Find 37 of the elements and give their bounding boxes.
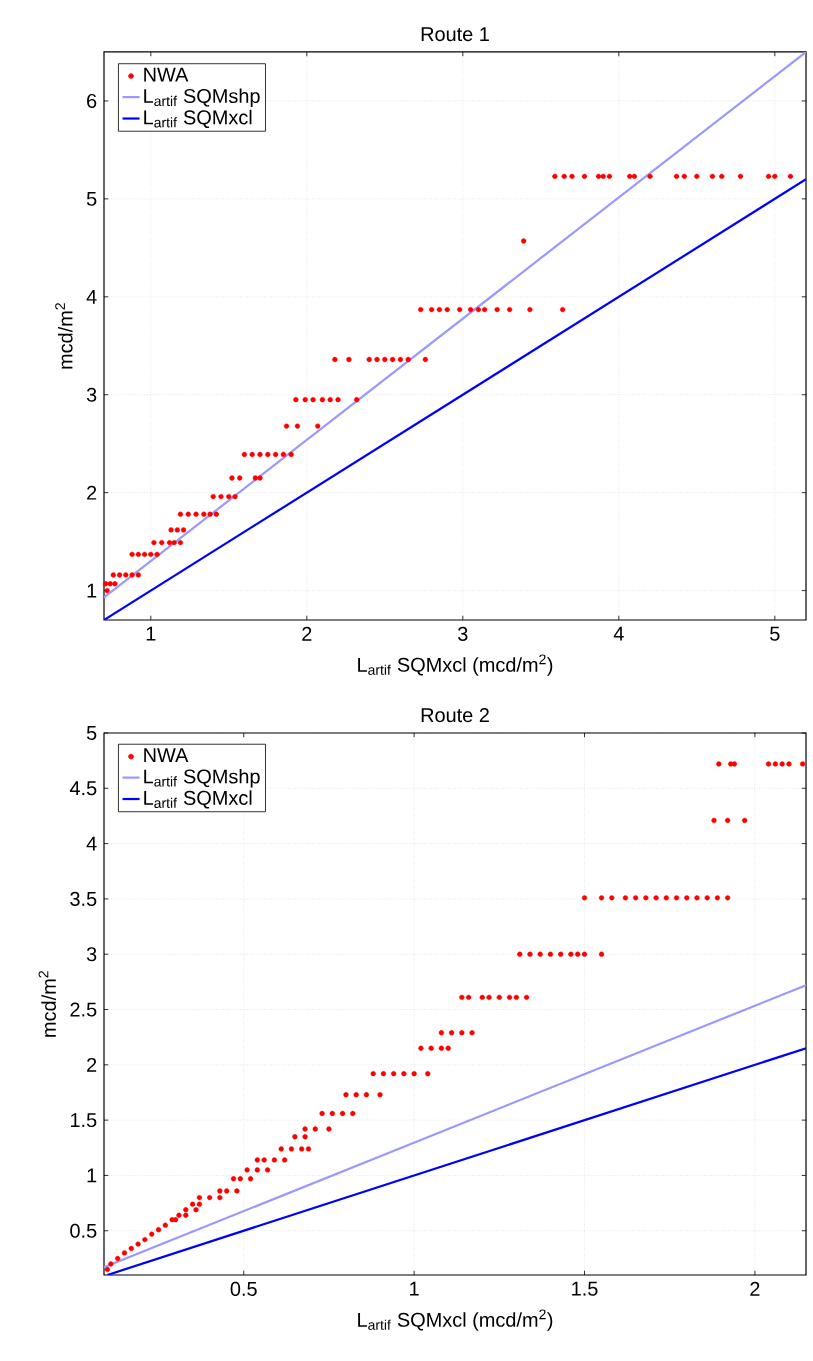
x-tick-label: 3 bbox=[458, 626, 468, 641]
y-tick-label: 5 bbox=[86, 191, 97, 206]
legend-label: L$_{artif}$ SQMshp bbox=[144, 88, 260, 107]
x-axis-title: L$_{artif}$ SQMxcl (mcd/m$^{2}$) bbox=[358, 1309, 553, 1331]
x-axis-title: L$_{artif}$ SQMxcl (mcd/m$^{2}$) bbox=[358, 654, 553, 676]
x-tick-label: 1 bbox=[410, 1281, 419, 1296]
legend-label: L$_{artif}$ SQMxcl bbox=[144, 790, 252, 809]
y-tick-label: 2 bbox=[87, 485, 97, 500]
y-tick-label: 0.5 bbox=[70, 1223, 97, 1238]
x-tick-label: 4 bbox=[613, 626, 624, 641]
y-tick-label: 4.5 bbox=[69, 781, 97, 796]
x-tick-label: 1.5 bbox=[572, 1281, 598, 1296]
y-axis-title: mcd/m$^{2}$ bbox=[55, 303, 73, 369]
x-tick-label: 0.5 bbox=[230, 1281, 257, 1296]
y-tick-label: 4 bbox=[86, 836, 97, 851]
y-tick-label: 1 bbox=[87, 583, 97, 598]
y-tick-label: 2.5 bbox=[70, 1002, 97, 1017]
y-tick-label: 3.5 bbox=[70, 891, 97, 906]
y-tick-label: 3 bbox=[86, 947, 97, 962]
y-tick-label: 3 bbox=[86, 387, 97, 402]
y-axis-title: mcd/m$^{2}$ bbox=[38, 971, 56, 1037]
legend-label: NWA bbox=[144, 67, 189, 82]
x-tick-label: 2 bbox=[302, 626, 312, 641]
y-tick-label: 1 bbox=[87, 1168, 97, 1183]
y-tick-label: 5 bbox=[86, 726, 97, 740]
y-tick-label: 6 bbox=[87, 93, 97, 108]
legend-label: L$_{artif}$ SQMshp bbox=[144, 768, 260, 788]
chart-title: Route 1 bbox=[421, 27, 489, 42]
chart-title: Route 2 bbox=[421, 708, 489, 723]
y-tick-label: 4 bbox=[86, 289, 97, 304]
y-tick-label: 2 bbox=[87, 1057, 97, 1072]
x-tick-label: 1 bbox=[146, 626, 156, 641]
legend-label: NWA bbox=[144, 748, 189, 762]
x-tick-label: 2 bbox=[750, 1281, 760, 1296]
legend-label: L$_{artif}$ SQMxcl bbox=[144, 109, 252, 129]
y-tick-label: 1.5 bbox=[70, 1113, 97, 1128]
x-tick-label: 5 bbox=[770, 626, 780, 641]
